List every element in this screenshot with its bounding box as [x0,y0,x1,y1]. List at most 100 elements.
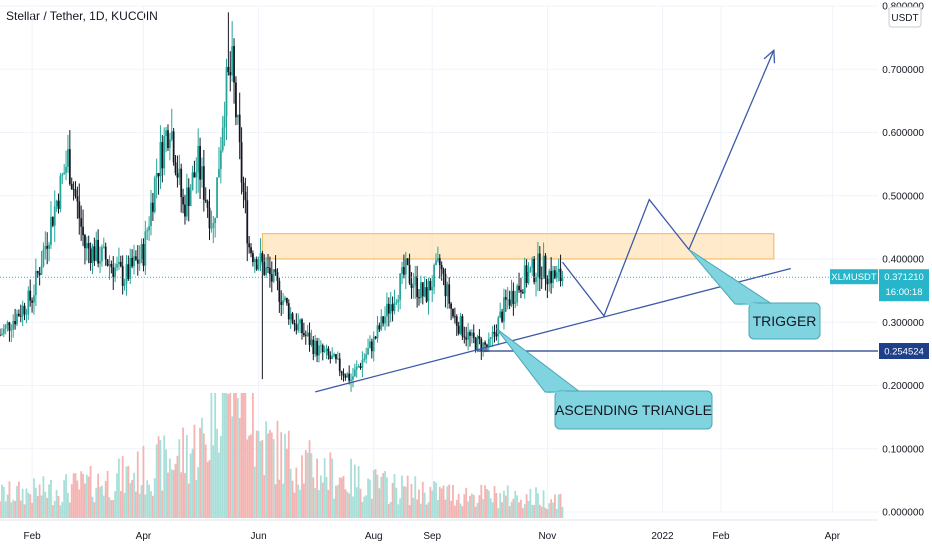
candle-body [521,291,524,294]
volume-bar [267,433,269,518]
candle-body [386,303,388,317]
volume-bar [276,420,279,518]
time-tick-label: 2022 [651,531,674,542]
candle-body [8,322,11,331]
price-tick-label: 0.400000 [882,255,924,266]
time-axis[interactable]: Feb Apr Jun Aug Sep Nov 2022 Feb Apr [0,519,878,550]
volume-bar [478,495,481,518]
volume-bar [412,497,415,518]
candle-body [219,150,222,170]
time-tick-label: Feb [23,531,41,542]
volume-bar [453,505,456,518]
volume-bar [557,494,560,518]
candle-body [150,202,152,226]
countdown-label: 16:00:18 [886,287,923,298]
volume-bar [442,485,445,518]
candle-body [104,246,107,260]
candle-body [269,267,271,275]
time-tick-label: Nov [538,531,556,542]
volume-bar [493,486,496,518]
volume-bar [544,507,547,518]
time-tick-label: Jun [251,531,267,542]
candle-body [48,244,50,249]
candle-body [365,354,368,359]
candle-body [36,271,39,274]
candle-body [85,242,88,249]
support-level-tag [879,343,929,360]
volume-bar [212,445,215,518]
volume-bar [178,439,181,518]
candle-body [133,256,135,267]
volume-bar [538,504,541,518]
time-axis-bg [0,520,878,550]
time-tick-label: Apr [825,531,841,542]
volume-bar [433,481,436,518]
trigger-callout-box [748,302,821,340]
volume-bar [151,495,154,518]
volume-bar [537,493,539,518]
volume-bar [389,502,392,518]
volume-bar [329,452,332,518]
candle-body [57,200,60,209]
candle-body [282,300,285,305]
candle-body [4,324,7,329]
volume-bar [420,503,422,518]
candle-body [395,302,398,303]
volume-bar [108,497,111,518]
volume-bar [112,500,115,518]
price-tick-label: 0.100000 [882,444,924,455]
support-trendline [315,267,792,393]
candle-body [180,168,183,197]
volume-bar [131,480,134,518]
candle-body [184,204,186,217]
volume-bar [170,469,173,518]
candle-body [248,243,251,248]
candle-body [80,218,83,227]
volume-bar [491,502,494,518]
candle-body [420,282,422,299]
arrow-head [763,48,776,64]
volume-bar [248,435,251,518]
volume-bar [163,435,166,518]
volume-bar [552,502,554,518]
candle-body [336,358,339,360]
volume-bar [416,499,419,518]
volume-bar [78,489,81,518]
candle-body [40,266,43,275]
candle-body [469,332,471,336]
volume-bar [219,435,222,518]
volume-bar [361,502,364,518]
volume-bars [0,393,564,518]
volume-bar [89,466,92,518]
candle-body [74,189,77,197]
candle-body [459,316,462,334]
volume-bar [436,500,439,518]
volume-bar [386,477,388,518]
candle-body [380,316,383,330]
volume-bar [484,485,486,518]
candle-body [159,142,162,177]
trigger-callout-joint [735,303,772,305]
candle-body [544,255,547,279]
candle-body [284,297,286,301]
candle-body [393,302,396,312]
candle-body [504,297,507,300]
volume-bar [486,489,488,518]
candle-body [148,225,151,231]
candle-body [178,168,181,178]
volume-bar [29,494,32,518]
candle-body [467,332,469,340]
volume-bar [229,393,232,518]
volume-bar [119,490,122,518]
candle-body [185,187,188,217]
candle-body [293,322,296,325]
candle-body [493,331,496,334]
volume-bar [274,484,277,518]
candle-body [342,373,345,376]
candle-body [206,201,209,208]
candle-body [474,338,477,351]
candle-body [484,342,486,345]
candle-body [278,280,281,302]
volume-bar [70,484,73,518]
